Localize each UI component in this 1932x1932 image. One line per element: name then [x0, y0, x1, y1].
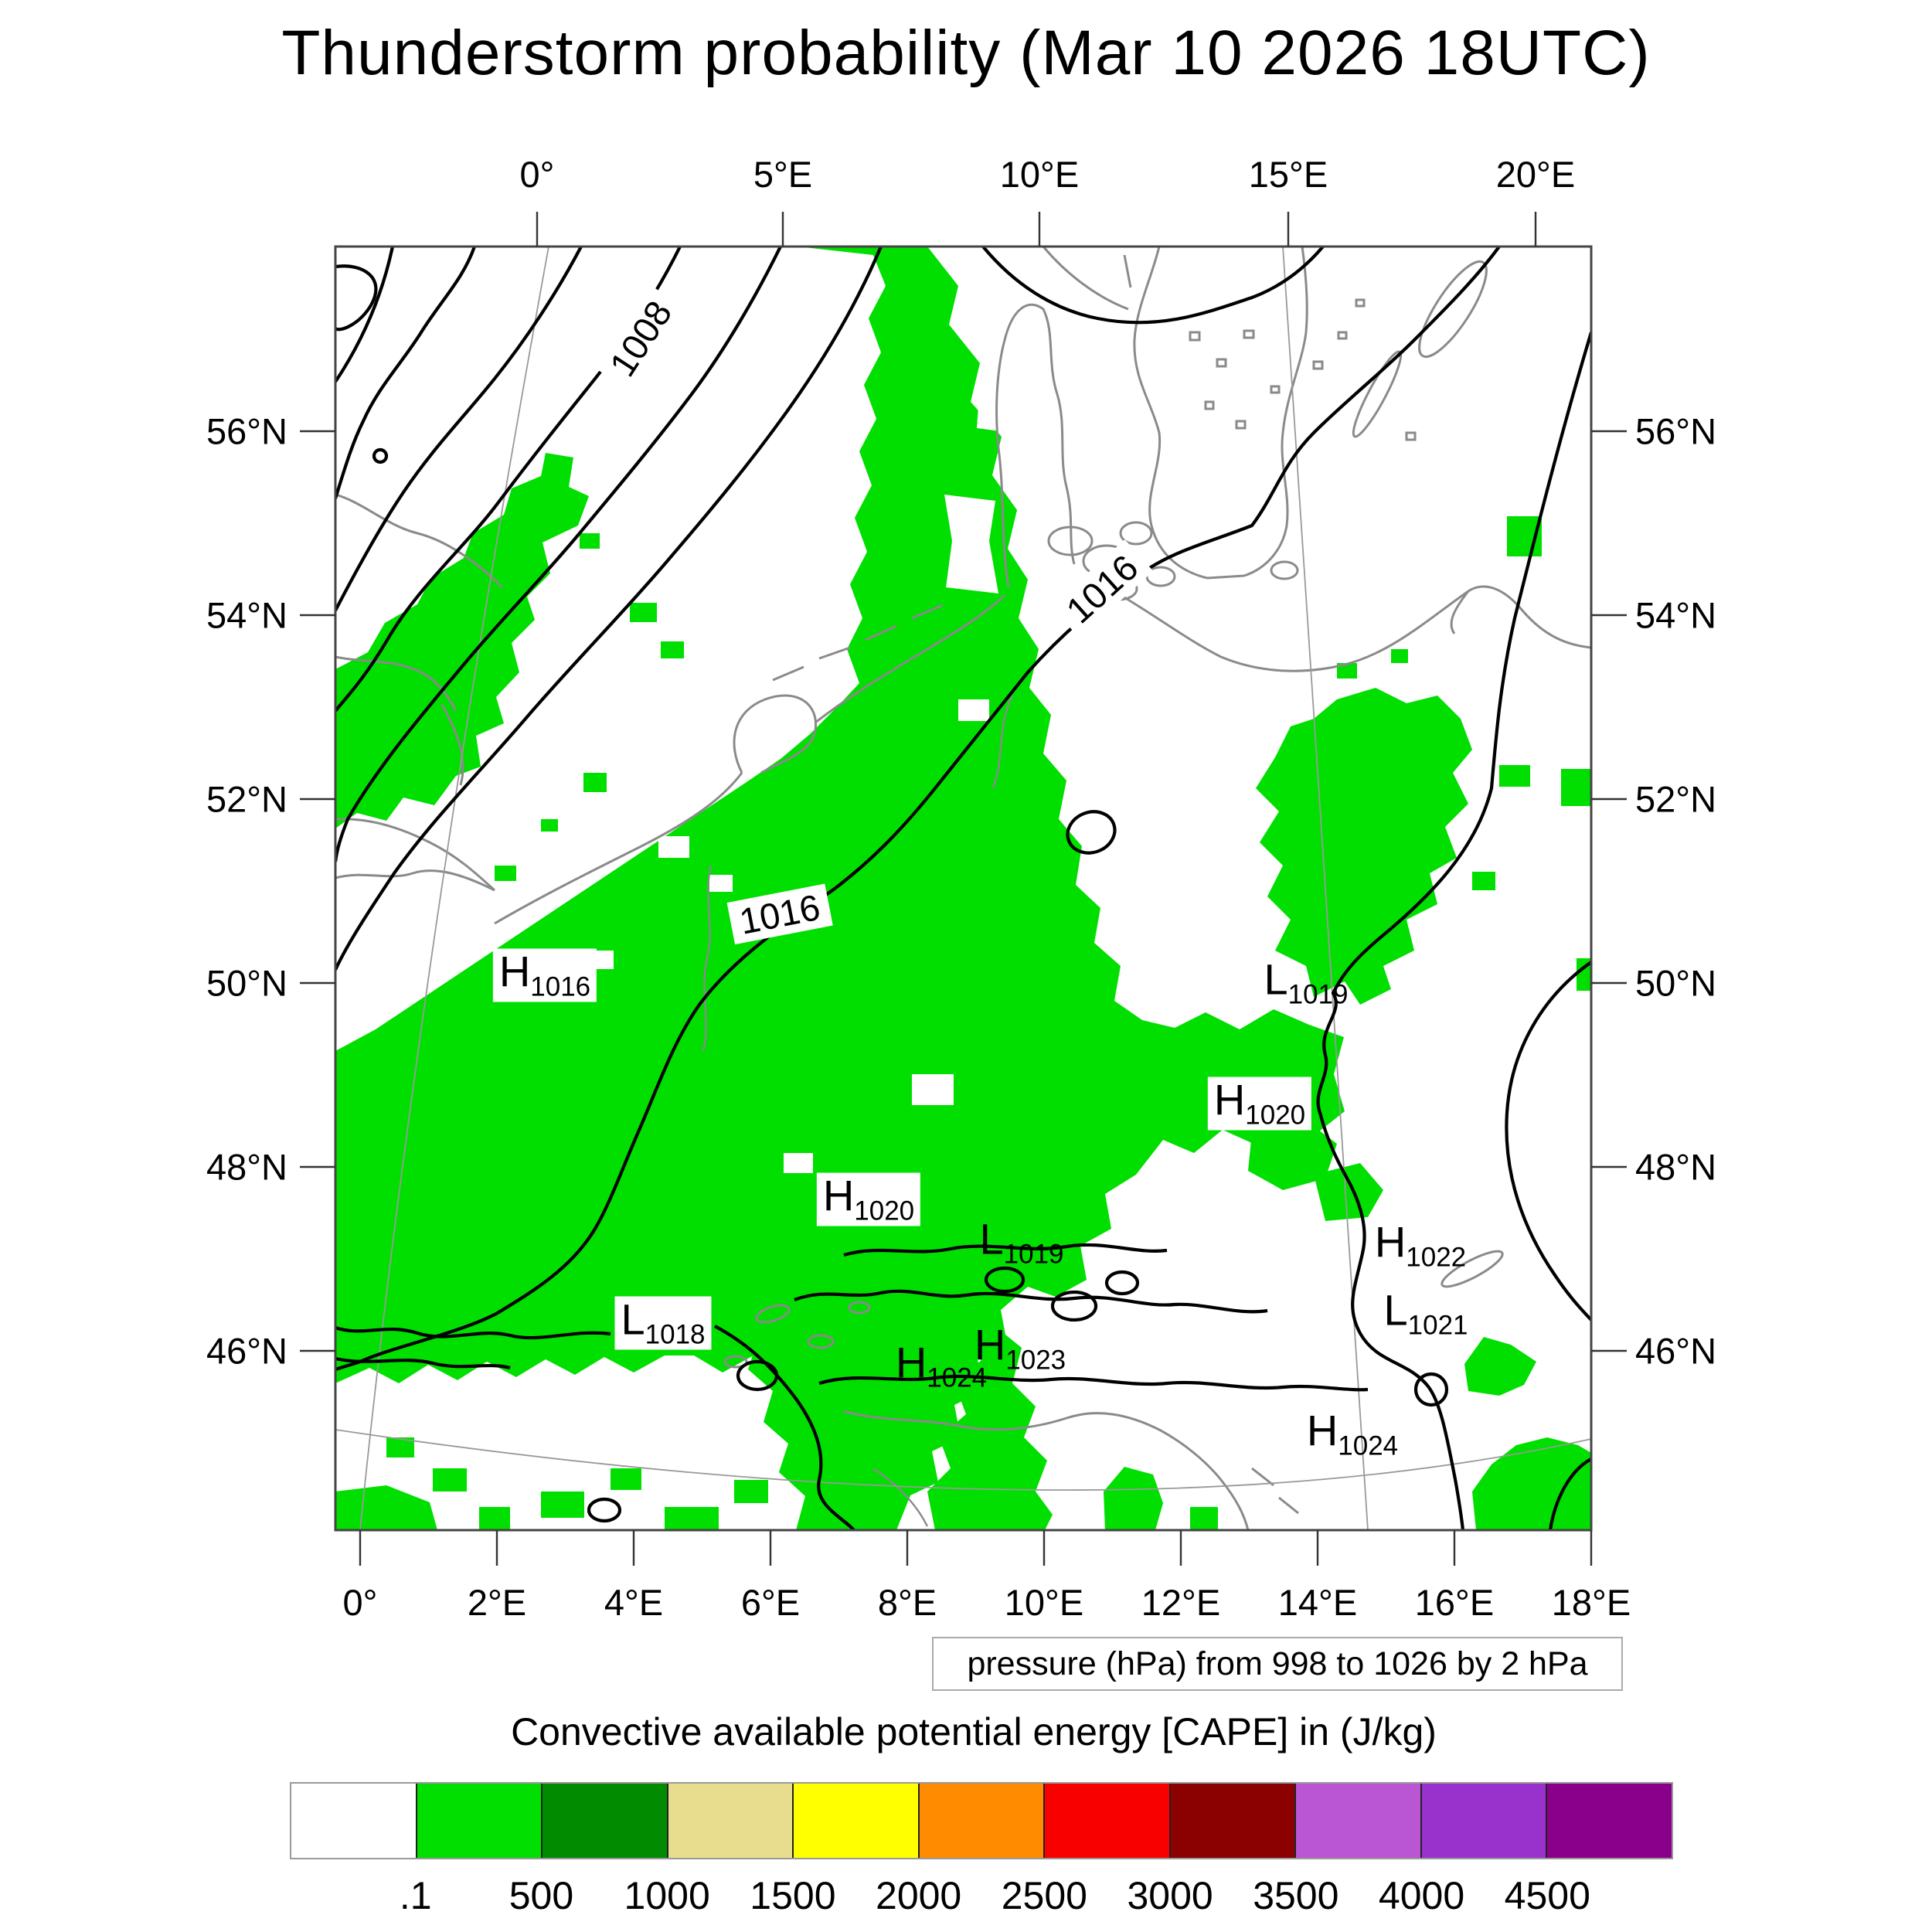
pressure-value: 1022 [1406, 1242, 1467, 1273]
page-title: Thunderstorm probability (Mar 10 2026 18… [281, 18, 1651, 88]
bottom-axis-label: 8°E [877, 1582, 937, 1623]
top-axis-label: 5°E [753, 154, 813, 195]
cape-holes [587, 363, 1019, 1173]
pressure-center-l1021: L1021 [1383, 1285, 1468, 1341]
colorbar-tick-label: 3000 [1127, 1874, 1213, 1917]
cape-colorbar [290, 1782, 1673, 1859]
right-axis-label: 52°N [1635, 778, 1717, 820]
cape-green-shading [335, 247, 1591, 1530]
left-axis-label: 50°N [206, 962, 287, 1004]
pressure-letter: L [1264, 954, 1288, 1004]
pressure-center-l1019: L1019 [1264, 954, 1349, 1010]
colorbar-tick-label: 1500 [750, 1874, 836, 1917]
colorbar-cell-1 [417, 1784, 543, 1858]
pressure-center-h1020: H1020 [816, 1171, 921, 1226]
pressure-center-h1023: H1023 [974, 1320, 1066, 1376]
colorbar-cell-5 [919, 1784, 1046, 1858]
top-axis-label: 10°E [999, 154, 1080, 195]
colorbar-cell-3 [668, 1784, 794, 1858]
colorbar-tick-label: 3500 [1253, 1874, 1339, 1917]
colorbar-cell-0 [291, 1784, 417, 1858]
pressure-center-h1024: H1024 [1307, 1409, 1399, 1461]
pressure-letter: L [979, 1214, 1004, 1264]
right-axis-label: 48°N [1635, 1146, 1717, 1188]
pressure-center-l1019: L1019 [979, 1214, 1064, 1270]
pressure-caption: pressure (hPa) from 998 to 1026 by 2 hPa [932, 1637, 1623, 1691]
top-axis-label: 0° [519, 154, 555, 195]
pressure-center-h1024: H1024 [896, 1341, 988, 1393]
bottom-axis-label: 12°E [1141, 1582, 1221, 1623]
pressure-letter: H [822, 1171, 855, 1220]
colorbar-cell-7 [1170, 1784, 1297, 1858]
colorbar-cell-6 [1045, 1784, 1171, 1858]
pressure-value: 1024 [1338, 1430, 1399, 1461]
pressure-center-h1022: H1022 [1374, 1217, 1467, 1273]
bottom-axis-label: 0° [342, 1582, 378, 1623]
colorbar-tick-label: 2000 [876, 1874, 962, 1917]
pressure-letter: L [1383, 1285, 1408, 1335]
pressure-letter: H [1213, 1075, 1246, 1124]
left-axis-label: 46°N [206, 1330, 287, 1372]
colorbar-tick-label: .1 [399, 1874, 432, 1917]
bottom-axis-label: 10°E [1004, 1582, 1084, 1623]
pressure-letter: H [895, 1338, 927, 1387]
pressure-value: 1023 [1005, 1345, 1066, 1376]
coastlines [335, 247, 1591, 1530]
pressure-letter: H [974, 1320, 1006, 1369]
right-axis-label: 56°N [1635, 410, 1717, 452]
colorbar-tick-label: 500 [509, 1874, 574, 1917]
pressure-value: 1018 [645, 1319, 706, 1350]
bottom-axis-label: 16°E [1414, 1582, 1495, 1623]
pressure-letter: H [498, 947, 531, 996]
pressure-value: 1019 [1287, 979, 1349, 1010]
left-axis-label: 52°N [206, 778, 287, 820]
right-axis-label: 50°N [1635, 962, 1717, 1004]
pressure-value: 1021 [1407, 1310, 1468, 1341]
pressure-center-h1020: H1020 [1207, 1075, 1312, 1131]
right-axis-label: 54°N [1635, 594, 1717, 636]
pressure-letter: H [1306, 1406, 1338, 1455]
colorbar-cell-2 [543, 1784, 668, 1858]
colorbar-tick-label: 4000 [1378, 1874, 1465, 1917]
pressure-value: 1019 [1003, 1239, 1064, 1270]
bottom-axis-label: 18°E [1551, 1582, 1631, 1623]
pressure-value: 1024 [927, 1362, 988, 1393]
colorbar-cell-9 [1421, 1784, 1548, 1858]
colorbar-cell-4 [794, 1784, 920, 1858]
colorbar-tick-label: 4500 [1504, 1874, 1590, 1917]
pressure-value: 1020 [1245, 1100, 1306, 1131]
colorbar-title: Convective available potential energy [C… [511, 1710, 1437, 1753]
top-axis-label: 20°E [1495, 154, 1576, 195]
colorbar-tick-label: 1000 [624, 1874, 710, 1917]
pressure-value: 1020 [854, 1196, 915, 1226]
bottom-axis-label: 4°E [604, 1582, 664, 1623]
left-axis-label: 56°N [206, 410, 287, 452]
axis-ticks [300, 212, 1627, 1566]
cape-colorbar-labels: .1 500 1000 1500 2000 2500 3000 3500 4000 4500 [290, 1873, 1673, 1920]
pressure-center-h1016: H1016 [492, 947, 597, 1002]
top-axis-label: 15°E [1248, 154, 1328, 195]
right-axis-label: 46°N [1635, 1330, 1717, 1372]
colorbar-cell-8 [1296, 1784, 1422, 1858]
bottom-axis-label: 2°E [467, 1582, 527, 1623]
bottom-axis-label: 6°E [740, 1582, 801, 1623]
bottom-axis-label: 14°E [1277, 1582, 1358, 1623]
pressure-letter: L [621, 1294, 645, 1344]
pressure-value: 1016 [530, 971, 591, 1002]
map-border [334, 245, 1593, 1532]
left-axis-label: 48°N [206, 1146, 287, 1188]
colorbar-tick-label: 2500 [1001, 1874, 1087, 1917]
left-axis-label: 54°N [206, 594, 287, 636]
pressure-letter: H [1374, 1217, 1406, 1267]
colorbar-cell-10 [1547, 1784, 1672, 1858]
pressure-center-l1018: L1018 [614, 1294, 712, 1350]
